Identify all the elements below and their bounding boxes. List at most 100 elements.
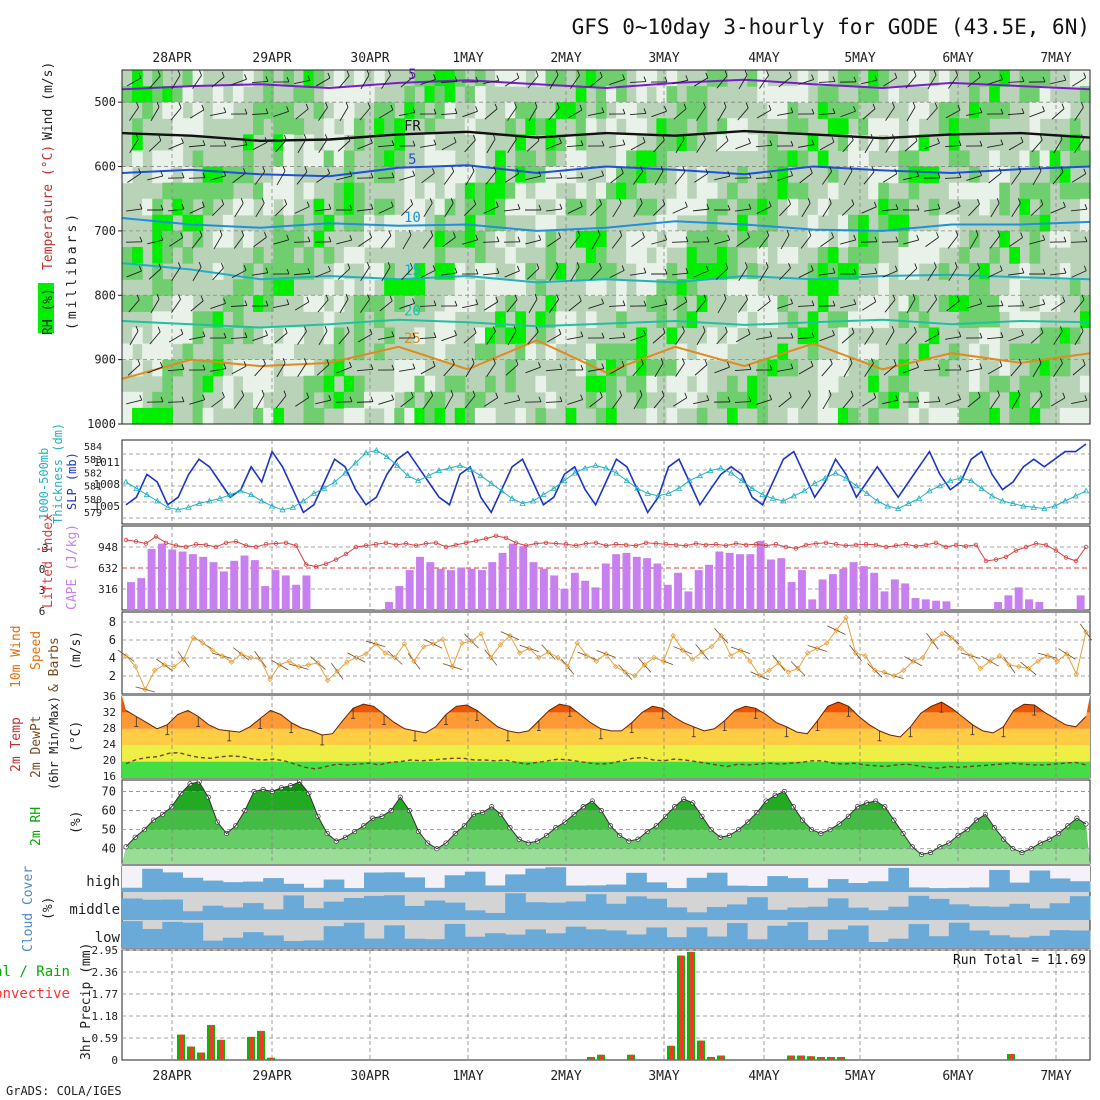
cloud-cell	[464, 936, 486, 948]
cloud-cell	[444, 875, 466, 892]
wind-barb-flag	[345, 293, 349, 300]
wind-barb-flag	[702, 134, 706, 140]
cloud-cell	[646, 927, 667, 948]
rh-cell	[485, 343, 496, 361]
wind-barb-flag	[580, 394, 584, 400]
wind-barb	[737, 107, 749, 121]
wind-barb-flag	[643, 330, 646, 336]
rh-cell	[424, 407, 436, 425]
precip-convective-axis-label: Convective	[0, 986, 70, 1002]
rh-cell	[958, 118, 970, 135]
wind-barb-flag	[725, 135, 729, 141]
precip-convective-bar	[799, 1055, 803, 1060]
rh-cell	[767, 198, 779, 216]
wind-barb	[294, 206, 310, 214]
rh-cell	[1029, 230, 1041, 248]
wind-barb-flag	[913, 326, 917, 333]
rh-cell	[787, 182, 799, 200]
rh-cell	[474, 198, 486, 216]
rh-cell	[464, 230, 476, 248]
wind-barb-flag	[412, 363, 416, 369]
wind-speed-marker	[996, 652, 1003, 659]
rh-cell	[303, 134, 315, 152]
wind-barb	[819, 141, 835, 151]
wind-barb	[652, 332, 666, 344]
rh-cell	[878, 166, 889, 184]
wind-speed-marker	[948, 634, 955, 641]
cloud-cell	[142, 899, 163, 920]
rh-cell	[273, 247, 284, 264]
wind-barb	[168, 142, 184, 150]
wind-barb-flag	[977, 391, 981, 398]
wind-barb	[990, 395, 1000, 409]
rh-cell	[666, 198, 678, 216]
rh-cell	[364, 279, 375, 296]
wind-barb-flag	[307, 236, 311, 242]
rh-cell	[535, 118, 547, 135]
wind-barb	[149, 331, 161, 345]
wind-barb	[192, 75, 202, 89]
rh-cell	[243, 263, 254, 280]
rh-cell	[273, 102, 284, 119]
rh-cell	[979, 70, 990, 87]
wind-barb-flag	[1021, 76, 1025, 82]
rh-cell	[474, 150, 486, 168]
wind-barb	[903, 175, 919, 181]
rh-cell	[787, 102, 799, 119]
wind-speed-marker	[632, 673, 638, 679]
wind-barb-flag	[748, 172, 752, 179]
wind-barb-flag	[283, 390, 287, 396]
wind-barb-flag	[410, 262, 413, 269]
wind-speed-marker	[171, 663, 177, 670]
wind-barb	[1008, 272, 1024, 276]
wind-barb	[1074, 330, 1084, 346]
rh-cell	[1049, 150, 1061, 168]
wind-barb	[1071, 173, 1087, 183]
cloud-cell	[888, 938, 909, 948]
rh-cell	[1029, 118, 1041, 135]
rh-cell	[525, 166, 537, 184]
wind-barb	[1051, 108, 1065, 120]
rh-cell	[343, 182, 355, 200]
cloud-cell	[646, 898, 667, 920]
rh-cell	[444, 263, 456, 280]
rh-cell	[918, 166, 930, 184]
rh-cell	[414, 407, 426, 425]
rh-cell	[948, 102, 960, 119]
rh-cell	[918, 230, 930, 248]
rh-cell	[162, 279, 174, 296]
lifted-marker	[1083, 544, 1089, 550]
wind-barb-flag	[724, 70, 728, 76]
wind-barb-flag	[913, 70, 917, 76]
rh-cell	[122, 166, 133, 184]
rh-cell	[545, 247, 557, 264]
rh-cell	[908, 102, 920, 119]
wind-barb	[231, 144, 247, 148]
rh-cell	[676, 230, 688, 248]
wind-barb	[504, 208, 520, 212]
wind-barb-flag	[307, 75, 311, 81]
cloud-cell	[1069, 930, 1091, 948]
rh-cell	[374, 166, 385, 184]
rh-cell	[938, 263, 950, 280]
wind-barb-flag	[369, 328, 373, 335]
wind-barb-flag	[599, 391, 603, 398]
rh-cell	[636, 86, 647, 103]
cape-bar	[219, 571, 228, 610]
cape-bar	[932, 600, 941, 610]
rh-cell	[1029, 311, 1041, 329]
rh-cell	[676, 182, 688, 200]
lifted-marker	[1063, 555, 1069, 560]
wind-barb	[360, 267, 370, 281]
rh-cell	[616, 343, 627, 361]
wind-barb	[255, 394, 265, 410]
wind-barb	[210, 175, 226, 181]
rh-cell	[283, 70, 295, 87]
rh-cell	[303, 295, 315, 312]
thickness-marker	[634, 485, 641, 491]
run-total-label: Run Total = 11.69	[953, 953, 1086, 968]
wind-barb-flag	[202, 394, 206, 400]
thickness-marker	[738, 477, 745, 484]
rh-cell	[122, 247, 133, 264]
wind-barb	[483, 206, 499, 214]
